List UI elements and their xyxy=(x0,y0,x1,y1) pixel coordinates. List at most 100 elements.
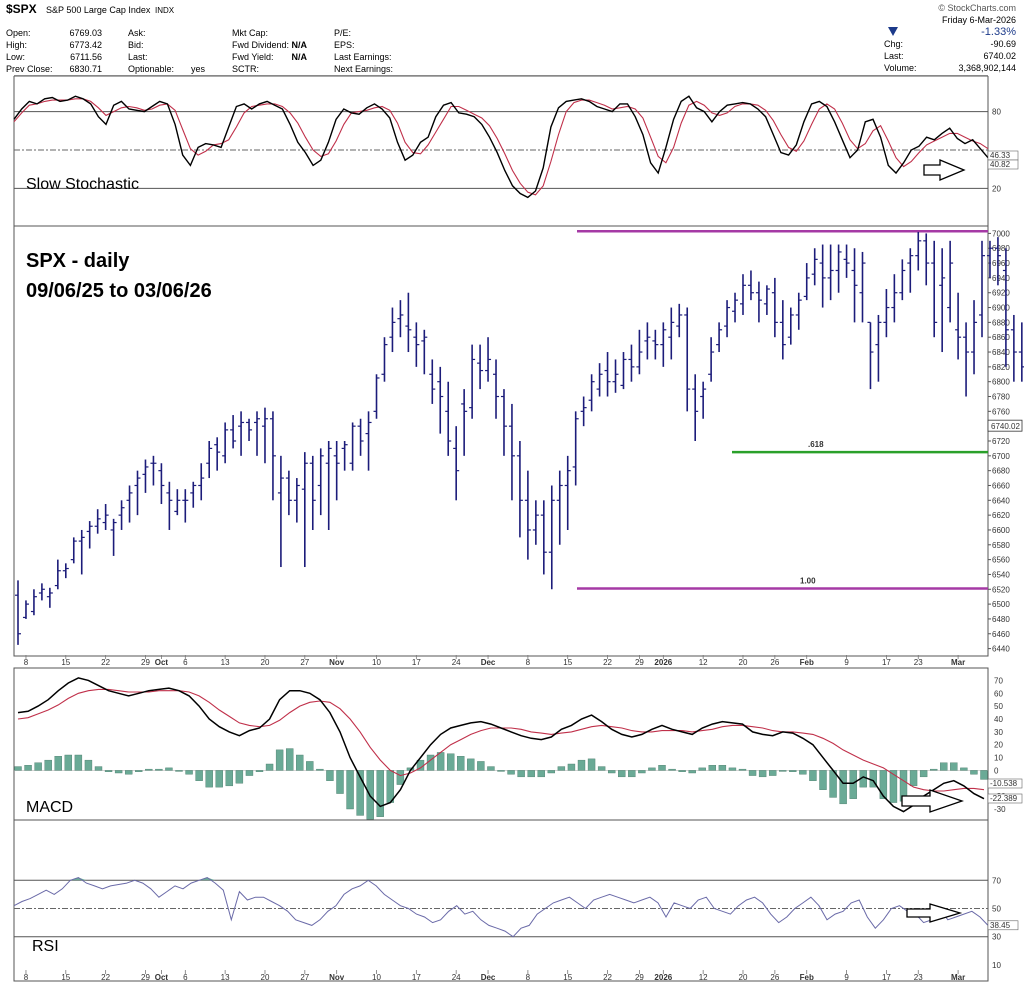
ohlc-bar xyxy=(349,422,356,471)
y-tick-label: 7000 xyxy=(992,229,1010,238)
macd-histogram-bar xyxy=(84,759,93,771)
x-tick-label: 13 xyxy=(221,658,230,667)
macd-histogram-bar xyxy=(577,759,586,771)
field-value: N/A xyxy=(292,40,308,50)
macd-histogram-bar xyxy=(225,770,234,787)
y-tick-label: 6460 xyxy=(992,630,1010,639)
ohlc-bar xyxy=(94,509,101,534)
macd-histogram-bar xyxy=(114,770,123,774)
price-panel: 6440 6460 6480 6500 6520 6540 6560 6580 6600 6620… xyxy=(15,229,1024,654)
y-tick-label: 6640 xyxy=(992,496,1010,505)
ohlc-bar xyxy=(158,463,165,505)
x-tick-label: 24 xyxy=(452,973,461,982)
macd-histogram-bar xyxy=(245,770,254,776)
macd-histogram-bar xyxy=(658,765,666,771)
ohlc-bar xyxy=(644,322,651,360)
ohlc-bar xyxy=(636,329,643,375)
chart-header: $SPX S&P 500 Large Cap Index INDX © Stoc… xyxy=(0,0,1024,76)
macd-histogram-bar xyxy=(587,758,596,771)
ohlc-bar xyxy=(269,411,276,501)
ohlc-bar xyxy=(947,240,954,323)
macd-histogram-bar xyxy=(306,761,314,771)
ohlc-bar xyxy=(118,500,125,530)
ohlc-bar xyxy=(628,344,635,382)
x-tick-label: 29 xyxy=(635,973,644,982)
macd-histogram-bar xyxy=(296,754,304,771)
x-tick-label: 9 xyxy=(844,658,849,667)
ohlc-bar xyxy=(477,344,484,390)
macd-histogram-bar xyxy=(919,770,928,778)
y-tick-label: 10 xyxy=(992,961,1001,970)
macd-histogram-bar xyxy=(457,756,465,771)
field-value: 6773.42 xyxy=(69,40,102,50)
macd-histogram-bar xyxy=(74,754,83,771)
y-tick-label: 30 xyxy=(994,728,1003,737)
macd-histogram-bar xyxy=(356,770,364,816)
ohlc-bar xyxy=(588,374,595,412)
ohlc-bar xyxy=(222,422,229,464)
ohlc-bar xyxy=(851,248,858,323)
y-tick-label: 6600 xyxy=(992,526,1010,535)
y-tick-label: 6580 xyxy=(992,541,1010,550)
value-label-box xyxy=(987,793,1023,804)
x-tick-label: 29 xyxy=(141,973,150,982)
ohlc-bar xyxy=(747,270,754,301)
ohlc-bar xyxy=(341,441,348,471)
y-tick-label: 6900 xyxy=(992,304,1010,313)
x-tick-label: Nov xyxy=(329,973,345,982)
macd-histogram-bar xyxy=(165,767,173,771)
x-tick-label: 2026 xyxy=(654,973,672,982)
field-label: Open: xyxy=(6,28,31,38)
macd-histogram-bar xyxy=(255,770,264,772)
macd-histogram-bar xyxy=(175,770,183,772)
fib-618-label: .618 xyxy=(808,440,824,449)
macd-histogram-bar xyxy=(34,762,42,771)
ohlc-bar xyxy=(437,366,444,434)
ohlc-bar xyxy=(38,583,45,601)
ohlc-bar xyxy=(580,396,587,427)
value-label-box xyxy=(987,159,1019,170)
field-label: Next Earnings: xyxy=(334,64,393,74)
ohlc-bar xyxy=(787,307,794,345)
x-tick-label: 26 xyxy=(770,658,779,667)
ohlc-bar xyxy=(923,233,930,286)
y-tick-label: 6700 xyxy=(992,452,1010,461)
ohlc-bar xyxy=(150,455,157,486)
ohlc-bar xyxy=(317,448,324,516)
x-tick-label: 27 xyxy=(300,973,309,982)
ohlc-bar xyxy=(596,363,603,397)
ohlc-bar xyxy=(166,481,173,530)
macd-histogram-bar xyxy=(376,770,384,817)
ohlc-bar xyxy=(261,407,268,464)
field-value: yes xyxy=(191,64,206,74)
macd-histogram-bar xyxy=(396,770,405,785)
y-tick-label: 80 xyxy=(992,108,1001,117)
pct-change: -1.33% xyxy=(981,26,1016,38)
y-tick-label: 40 xyxy=(994,715,1003,724)
x-tick-label: 29 xyxy=(635,658,644,667)
field-label: SCTR: xyxy=(232,64,259,74)
macd-histogram-bar xyxy=(779,770,787,772)
y-tick-label: 6960 xyxy=(992,259,1010,268)
field-value: 6830.71 xyxy=(69,64,102,74)
x-tick-label: 17 xyxy=(882,973,891,982)
ohlc-bar xyxy=(652,329,659,360)
ohlc-bar xyxy=(548,485,555,590)
y-tick-label: 50 xyxy=(992,905,1001,914)
panel-frame xyxy=(13,819,989,982)
y-tick-label: 20 xyxy=(994,741,1003,750)
ohlc-bar xyxy=(381,337,388,382)
ohlc-bar xyxy=(22,600,29,619)
ohlc-bar xyxy=(461,389,468,456)
y-tick-label: 30 xyxy=(992,933,1001,942)
ohlc-bar xyxy=(365,411,372,471)
macd-histogram-bar xyxy=(436,752,445,771)
ohlc-bar xyxy=(246,418,253,441)
ohlc-bar xyxy=(803,263,810,301)
ohlc-bar xyxy=(405,292,412,353)
x-tick-label: Mar xyxy=(951,658,965,667)
ohlc-bar xyxy=(612,359,619,393)
macd-histogram-bar xyxy=(839,770,847,805)
macd-histogram-bar xyxy=(497,770,505,772)
